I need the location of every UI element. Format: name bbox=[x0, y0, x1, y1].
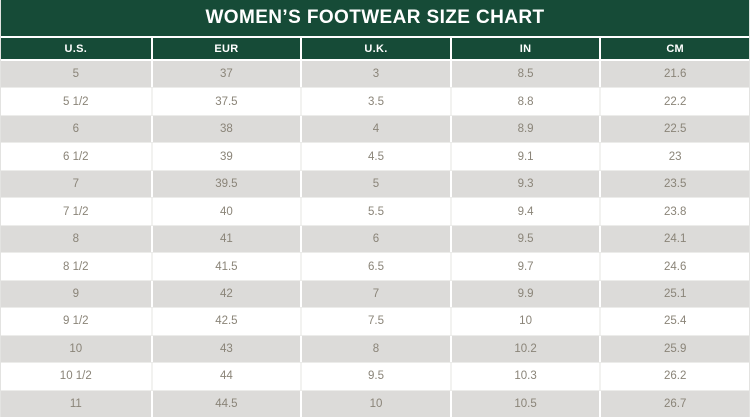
table-cell: 7 bbox=[300, 280, 450, 308]
table-cell: 25.1 bbox=[599, 280, 749, 308]
table-cell: 40 bbox=[150, 198, 301, 225]
table-cell: 3.5 bbox=[300, 88, 450, 115]
table-cell: 10.3 bbox=[449, 363, 600, 390]
column-header-us: U.S. bbox=[64, 42, 88, 55]
table-row: 9 1/2 42.5 7.5 10 25.4 bbox=[1, 308, 749, 336]
table-cell: 44 bbox=[150, 363, 301, 390]
table-cell: 7 bbox=[72, 178, 79, 191]
table-cell: 23.8 bbox=[599, 198, 749, 225]
table-cell: 10.5 bbox=[449, 390, 600, 417]
table-cell: 9.1 bbox=[449, 143, 600, 170]
table-cell: 8 bbox=[72, 233, 79, 246]
table-cell: 5 1/2 bbox=[63, 95, 89, 108]
table-cell: 41.5 bbox=[150, 253, 301, 280]
table-cell: 6.5 bbox=[300, 253, 450, 280]
table-cell: 37.5 bbox=[150, 88, 301, 115]
table-cell: 10 1/2 bbox=[59, 370, 92, 383]
size-table-body: 5 37 3 8.5 21.6 5 1/2 37.5 3.5 8.8 22.2 6 38 4 8.9 22.… bbox=[1, 61, 749, 417]
table-row: 10 43 8 10.2 25.9 bbox=[1, 335, 749, 364]
table-row: 5 1/2 37.5 3.5 8.8 22.2 bbox=[1, 88, 749, 116]
table-cell: 9.7 bbox=[449, 253, 600, 280]
table-cell: 8 1/2 bbox=[63, 260, 89, 273]
table-cell: 4.5 bbox=[300, 143, 450, 170]
table-row: 6 38 4 8.9 22.5 bbox=[1, 115, 749, 144]
table-cell: 39 bbox=[150, 143, 301, 170]
table-cell: 9.5 bbox=[300, 363, 450, 390]
table-cell: 6 bbox=[300, 225, 450, 253]
table-cell: 26.2 bbox=[599, 363, 749, 390]
table-cell: 9.3 bbox=[449, 170, 600, 198]
column-header-in: IN bbox=[449, 38, 600, 59]
table-cell: 3 bbox=[300, 61, 450, 88]
table-cell: 37 bbox=[150, 61, 301, 88]
table-cell: 5 bbox=[72, 68, 79, 81]
table-cell: 9 bbox=[72, 287, 79, 300]
table-cell: 10 bbox=[449, 308, 600, 335]
table-cell: 10 bbox=[300, 390, 450, 417]
table-cell: 9 1/2 bbox=[63, 315, 89, 328]
column-header-eur: EUR bbox=[150, 38, 301, 59]
table-cell: 38 bbox=[150, 115, 301, 143]
page-title: WOMEN’S FOOTWEAR SIZE CHART bbox=[1, 0, 749, 38]
table-cell: 25.9 bbox=[599, 335, 749, 363]
table-cell: 8.9 bbox=[449, 115, 600, 143]
table-cell: 7.5 bbox=[300, 308, 450, 335]
column-header-cm: CM bbox=[599, 38, 749, 59]
table-cell: 43 bbox=[150, 335, 301, 363]
table-cell: 9.9 bbox=[449, 280, 600, 308]
table-row: 6 1/2 39 4.5 9.1 23 bbox=[1, 143, 749, 171]
table-cell: 23 bbox=[599, 143, 749, 170]
table-row: 5 37 3 8.5 21.6 bbox=[1, 61, 749, 89]
table-row: 9 42 7 9.9 25.1 bbox=[1, 280, 749, 309]
table-row: 7 39.5 5 9.3 23.5 bbox=[1, 170, 749, 199]
table-cell: 8.8 bbox=[449, 88, 600, 115]
column-header-uk: U.K. bbox=[300, 38, 450, 59]
table-cell: 11 bbox=[69, 397, 82, 410]
table-cell: 23.5 bbox=[599, 170, 749, 198]
table-cell: 25.4 bbox=[599, 308, 749, 335]
table-row: 10 1/2 44 9.5 10.3 26.2 bbox=[1, 363, 749, 391]
table-cell: 44.5 bbox=[150, 390, 301, 417]
table-cell: 8 bbox=[300, 335, 450, 363]
table-cell: 41 bbox=[150, 225, 301, 253]
table-cell: 21.6 bbox=[599, 61, 749, 88]
table-row: 11 44.5 10 10.5 26.7 bbox=[1, 390, 749, 417]
table-cell: 5 bbox=[300, 170, 450, 198]
table-cell: 9.5 bbox=[449, 225, 600, 253]
table-cell: 42.5 bbox=[150, 308, 301, 335]
table-cell: 6 1/2 bbox=[63, 150, 89, 163]
table-cell: 42 bbox=[150, 280, 301, 308]
table-cell: 8.5 bbox=[449, 61, 600, 88]
table-row: 8 1/2 41.5 6.5 9.7 24.6 bbox=[1, 253, 749, 281]
table-cell: 24.6 bbox=[599, 253, 749, 280]
table-cell: 24.1 bbox=[599, 225, 749, 253]
table-cell: 22.2 bbox=[599, 88, 749, 115]
table-row: 7 1/2 40 5.5 9.4 23.8 bbox=[1, 198, 749, 226]
table-cell: 9.4 bbox=[449, 198, 600, 225]
table-cell: 7 1/2 bbox=[63, 205, 89, 218]
table-cell: 10.2 bbox=[449, 335, 600, 363]
table-cell: 4 bbox=[300, 115, 450, 143]
table-cell: 10 bbox=[69, 342, 83, 355]
table-cell: 22.5 bbox=[599, 115, 749, 143]
table-cell: 6 bbox=[72, 123, 79, 136]
table-cell: 39.5 bbox=[150, 170, 301, 198]
table-cell: 26.7 bbox=[599, 390, 749, 417]
table-cell: 5.5 bbox=[300, 198, 450, 225]
table-row: 8 41 6 9.5 24.1 bbox=[1, 225, 749, 254]
table-header-row: U.S. EUR U.K. IN CM bbox=[1, 38, 749, 61]
